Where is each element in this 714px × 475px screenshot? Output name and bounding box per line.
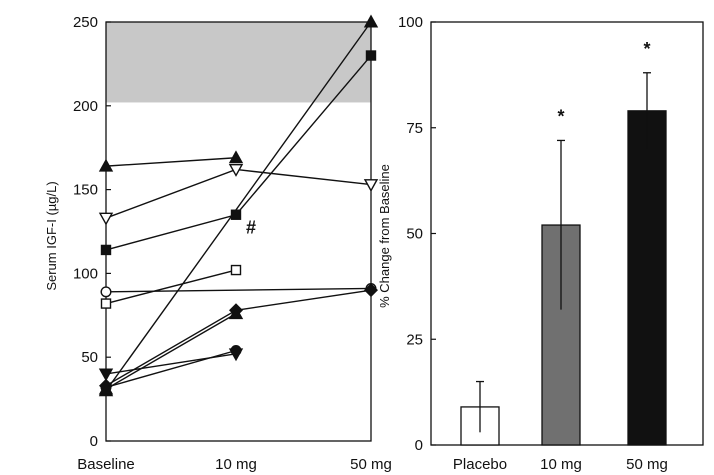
significance-asterisk: * xyxy=(643,39,650,59)
left-y-tick-label: 0 xyxy=(90,433,98,450)
data-point-diamond xyxy=(364,283,378,298)
series-line xyxy=(105,349,237,389)
right-chart-layer: 0 25 50 75 100 Placebo 10 mg 50 mg * * xyxy=(398,14,704,473)
data-point-triangle-up xyxy=(98,381,114,395)
data-point-circle xyxy=(100,286,112,298)
data-point-circle xyxy=(230,344,242,356)
left-x-tick-label: 50 mg xyxy=(350,456,392,473)
subject-series xyxy=(98,306,244,395)
data-point-square xyxy=(100,244,112,256)
data-point-triangle-down xyxy=(98,368,114,382)
series-line xyxy=(105,21,372,392)
right-y-tick-label: 0 xyxy=(415,437,423,454)
left-y-tick-label: 100 xyxy=(73,265,98,282)
left-chart-layer: 0 50 100 150 200 250 Baseline 10 mg 50 mg # xyxy=(73,14,392,473)
left-y-tick-label: 200 xyxy=(73,98,98,115)
right-y-axis-title: % Change from Baseline xyxy=(377,164,392,308)
subject-series xyxy=(100,50,377,256)
data-point-square xyxy=(100,298,112,309)
data-point-triangle-up xyxy=(228,306,244,320)
left-y-tick-label: 50 xyxy=(81,349,98,366)
left-y-tick-label: 250 xyxy=(73,14,98,31)
hash-annotation: # xyxy=(246,218,256,238)
normal-range-band xyxy=(106,22,371,103)
data-point-triangle-up xyxy=(98,158,114,172)
significance-asterisk: * xyxy=(557,106,564,126)
data-point-square xyxy=(230,264,242,276)
subject-series xyxy=(99,283,378,393)
right-y-tick-label: 100 xyxy=(398,14,423,31)
right-y-tick-label: 25 xyxy=(406,331,423,348)
data-point-square xyxy=(230,209,242,220)
series-line xyxy=(105,269,237,305)
data-point-triangle-up xyxy=(228,150,244,164)
right-x-tick-label: 50 mg xyxy=(626,456,668,473)
series-line xyxy=(105,289,372,387)
igf-line-chart: Serum IGF-I (µg/L) 0 50 100 150 200 250 Baseli… xyxy=(44,14,392,473)
data-point-triangle-down xyxy=(98,212,114,226)
subject-series xyxy=(98,150,244,172)
series-line xyxy=(105,313,237,390)
right-y-tick-label: 50 xyxy=(406,226,423,243)
right-x-tick-label: Placebo xyxy=(453,456,507,473)
data-point-triangle-up xyxy=(363,14,379,28)
bar xyxy=(627,110,667,446)
left-y-tick-label: 150 xyxy=(73,182,98,199)
left-plot-frame xyxy=(105,21,372,442)
left-x-tick-label: 10 mg xyxy=(215,456,257,473)
data-point-square xyxy=(365,50,377,61)
subject-series xyxy=(100,264,242,309)
data-point-triangle-down xyxy=(228,163,244,177)
left-y-axis-title: Serum IGF-I (µg/L) xyxy=(44,181,59,290)
data-point-triangle-down xyxy=(363,179,379,193)
series-line xyxy=(105,157,237,167)
percent-change-bar-chart: % Change from Baseline 0 25 50 75 100 Placebo… xyxy=(377,14,704,473)
right-x-tick-label: 10 mg xyxy=(540,456,582,473)
right-y-tick-label: 75 xyxy=(406,120,423,137)
subject-series xyxy=(98,348,244,382)
left-x-tick-label: Baseline xyxy=(77,456,135,473)
subject-series xyxy=(98,163,379,226)
series-line xyxy=(105,287,372,293)
